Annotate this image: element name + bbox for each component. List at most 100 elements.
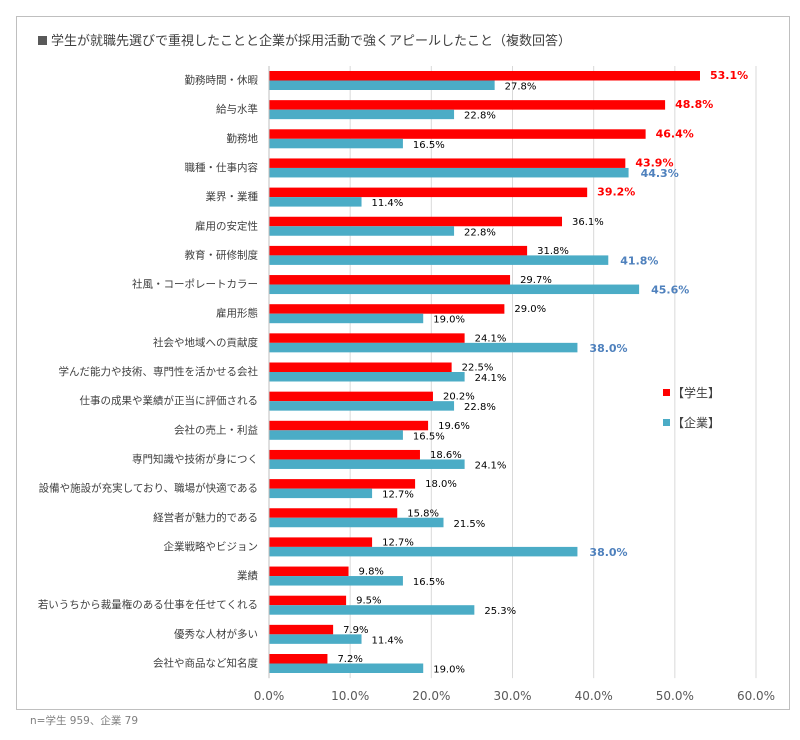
company-value-label: 24.1% bbox=[475, 460, 507, 471]
student-bar bbox=[269, 624, 334, 635]
company-value-label: 24.1% bbox=[475, 373, 507, 384]
x-tick-label: 20.0% bbox=[412, 689, 450, 703]
category-label: 教育・研修制度 bbox=[185, 248, 259, 261]
company-value-label: 25.3% bbox=[484, 606, 516, 617]
category-label: 給与水準 bbox=[216, 103, 258, 116]
company-bar bbox=[269, 138, 403, 149]
student-value-label: 18.0% bbox=[425, 479, 457, 490]
company-value-label: 11.4% bbox=[372, 635, 404, 646]
student-value-label: 39.2% bbox=[597, 186, 635, 199]
company-value-label: 19.0% bbox=[433, 665, 465, 676]
student-value-label: 12.7% bbox=[382, 537, 414, 548]
legend-company-swatch bbox=[663, 419, 670, 426]
student-bar bbox=[269, 187, 588, 198]
company-bar bbox=[269, 284, 640, 295]
company-value-label: 44.3% bbox=[641, 167, 679, 180]
student-bar bbox=[269, 304, 505, 314]
category-label: 仕事の成果や業績が正当に評価される bbox=[80, 394, 259, 407]
x-tick-label: 40.0% bbox=[575, 689, 613, 703]
company-bar bbox=[269, 80, 495, 90]
student-value-label: 36.1% bbox=[572, 217, 604, 228]
student-value-label: 46.4% bbox=[656, 127, 694, 140]
company-bar bbox=[269, 663, 424, 673]
company-value-label: 16.5% bbox=[413, 140, 445, 151]
student-value-label: 7.9% bbox=[343, 625, 368, 636]
title-square-icon bbox=[38, 36, 47, 45]
student-value-label: 24.1% bbox=[475, 333, 507, 344]
company-bar bbox=[269, 255, 609, 265]
company-bar bbox=[269, 372, 465, 382]
student-bar bbox=[269, 333, 465, 343]
student-bar bbox=[269, 100, 666, 110]
x-tick-label: 30.0% bbox=[493, 689, 531, 703]
company-bar bbox=[269, 197, 362, 207]
company-bar bbox=[269, 459, 465, 469]
student-bar bbox=[269, 420, 429, 431]
category-label: 会社の売上・利益 bbox=[174, 423, 258, 436]
company-bar bbox=[269, 546, 578, 557]
chart-title: 学生が就職先選びで重視したことと企業が採用活動で強くアピールしたこと（複数回答） bbox=[38, 30, 571, 49]
category-label: 専門知識や技術が身につく bbox=[132, 452, 258, 465]
student-bar bbox=[269, 537, 373, 547]
student-value-label: 9.8% bbox=[359, 567, 384, 578]
category-label: 勤務地 bbox=[227, 132, 259, 145]
student-value-label: 43.9% bbox=[635, 156, 673, 169]
category-label: 優秀な人材が多い bbox=[174, 627, 258, 640]
student-value-label: 29.7% bbox=[520, 275, 552, 286]
student-value-label: 7.2% bbox=[337, 654, 362, 665]
category-label: 職種・仕事内容 bbox=[185, 161, 259, 174]
student-value-label: 19.6% bbox=[438, 421, 470, 432]
company-value-label: 41.8% bbox=[620, 254, 658, 267]
footnote: n=学生 959、企業 79 bbox=[30, 715, 139, 727]
student-value-label: 53.1% bbox=[710, 69, 748, 82]
x-tick-label: 0.0% bbox=[254, 689, 285, 703]
student-value-label: 48.8% bbox=[675, 98, 713, 111]
company-bar bbox=[269, 576, 403, 586]
student-bar bbox=[269, 595, 347, 606]
student-bar bbox=[269, 362, 452, 372]
company-value-label: 22.8% bbox=[464, 111, 496, 122]
student-bar bbox=[269, 158, 626, 168]
company-bar bbox=[269, 634, 362, 644]
company-value-label: 38.0% bbox=[589, 342, 627, 355]
company-bar bbox=[269, 488, 373, 499]
company-value-label: 45.6% bbox=[651, 284, 689, 297]
category-label: 若いうちから裁量権のある仕事を任せてくれる bbox=[38, 598, 258, 611]
student-bar bbox=[269, 71, 700, 81]
student-bar bbox=[269, 245, 528, 256]
company-bar bbox=[269, 313, 424, 324]
student-value-label: 18.6% bbox=[430, 450, 462, 461]
category-label: 雇用形態 bbox=[216, 307, 258, 320]
category-label: 社会や地域への貢献度 bbox=[153, 336, 258, 349]
company-bar bbox=[269, 401, 455, 411]
legend-student-swatch bbox=[663, 389, 670, 396]
student-value-label: 29.0% bbox=[514, 304, 546, 315]
chart-frame bbox=[16, 16, 790, 710]
company-bar bbox=[269, 109, 455, 120]
category-label: 経営者が魅力的である bbox=[153, 511, 258, 524]
student-bar bbox=[269, 129, 646, 139]
student-bar bbox=[269, 216, 563, 227]
company-value-label: 22.8% bbox=[464, 402, 496, 413]
student-bar bbox=[269, 391, 433, 402]
company-value-label: 21.5% bbox=[454, 519, 486, 530]
company-value-label: 16.5% bbox=[413, 577, 445, 588]
chart-title-text: 学生が就職先選びで重視したことと企業が採用活動で強くアピールしたこと（複数回答） bbox=[51, 34, 572, 49]
student-bar bbox=[269, 449, 420, 460]
company-bar bbox=[269, 605, 475, 615]
company-bar bbox=[269, 226, 455, 236]
x-tick-label: 10.0% bbox=[331, 689, 369, 703]
company-value-label: 19.0% bbox=[433, 315, 465, 326]
category-label: 企業戦略やビジョン bbox=[164, 540, 259, 553]
company-value-label: 16.5% bbox=[413, 431, 445, 442]
student-value-label: 31.8% bbox=[537, 246, 569, 257]
category-label: 勤務時間・休暇 bbox=[185, 74, 259, 87]
student-bar bbox=[269, 275, 511, 285]
category-label: 業績 bbox=[237, 569, 258, 582]
category-label: 学んだ能力や技術、専門性を活かせる会社 bbox=[59, 365, 259, 378]
category-label: 会社や商品など知名度 bbox=[153, 657, 258, 670]
company-value-label: 22.8% bbox=[464, 227, 496, 238]
company-bar bbox=[269, 342, 578, 353]
legend-company-label: 【企業】 bbox=[672, 415, 720, 430]
